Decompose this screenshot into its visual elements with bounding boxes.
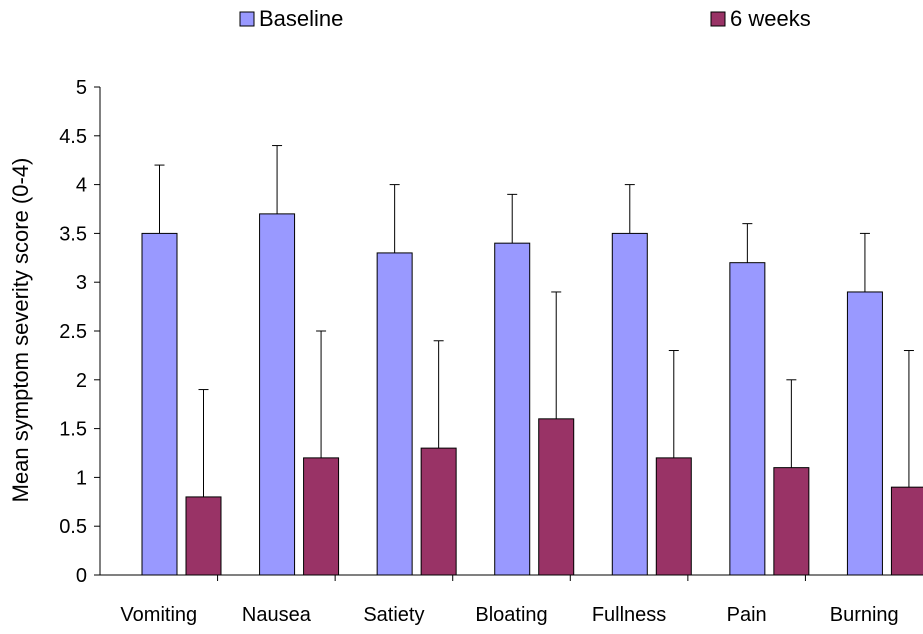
- bar-baseline-pain: [729, 262, 766, 576]
- y-axis-title: Mean symptom severity score (0-4): [8, 158, 33, 503]
- bar-baseline-burning: [846, 291, 883, 576]
- legend-swatch-baseline: [239, 11, 255, 27]
- legend-item-baseline: Baseline: [239, 6, 343, 31]
- category-label-pain: Pain: [727, 604, 767, 626]
- y-tick-label: 2.5: [59, 321, 87, 343]
- plot-area: 0 0.5 1 1.5 2 2.5 3 3.5 4 4.5 5 Vomiting Nausea Satie…: [59, 77, 923, 626]
- y-tick-label: 3.5: [59, 223, 87, 245]
- legend-item-6-weeks: 6 weeks: [710, 6, 811, 31]
- bar-baseline-nausea: [259, 213, 296, 576]
- y-tick-label: 4.5: [59, 126, 87, 148]
- bar-baseline-fullness: [611, 232, 648, 576]
- category-label-nausea: Nausea: [242, 604, 312, 626]
- y-tick-label: 2: [76, 370, 87, 392]
- bar-baseline-satiety: [376, 252, 413, 576]
- category-label-burning: Burning: [830, 604, 899, 626]
- category-label-satiety: Satiety: [363, 604, 424, 626]
- y-tick-label: 0.5: [59, 516, 87, 538]
- bar-baseline-vomiting: [141, 232, 178, 576]
- legend-swatch-6-weeks: [710, 11, 726, 27]
- category-label-bloating: Bloating: [475, 604, 547, 626]
- bar-6-weeks-fullness: [655, 457, 692, 576]
- y-tick-label: 1.5: [59, 419, 87, 441]
- legend-label-6-weeks: 6 weeks: [730, 6, 811, 31]
- category-label-vomiting: Vomiting: [120, 604, 197, 626]
- y-tick-label: 3: [76, 272, 87, 294]
- y-tick-label: 4: [76, 175, 87, 197]
- bar-6-weeks-satiety: [420, 447, 457, 576]
- legend: Baseline 6 weeks: [239, 6, 811, 31]
- legend-label-baseline: Baseline: [259, 6, 343, 31]
- bar-6-weeks-pain: [773, 467, 810, 576]
- category-label-fullness: Fullness: [592, 604, 666, 626]
- y-tick-label: 0: [76, 565, 87, 587]
- y-tick-label: 5: [76, 77, 87, 99]
- bar-baseline-bloating: [494, 242, 531, 576]
- bar-6-weeks-bloating: [538, 418, 575, 576]
- bar-6-weeks-burning: [890, 486, 923, 576]
- y-tick-label: 1: [76, 467, 87, 489]
- bar-6-weeks-nausea: [303, 457, 340, 576]
- bar-6-weeks-vomiting: [185, 496, 222, 576]
